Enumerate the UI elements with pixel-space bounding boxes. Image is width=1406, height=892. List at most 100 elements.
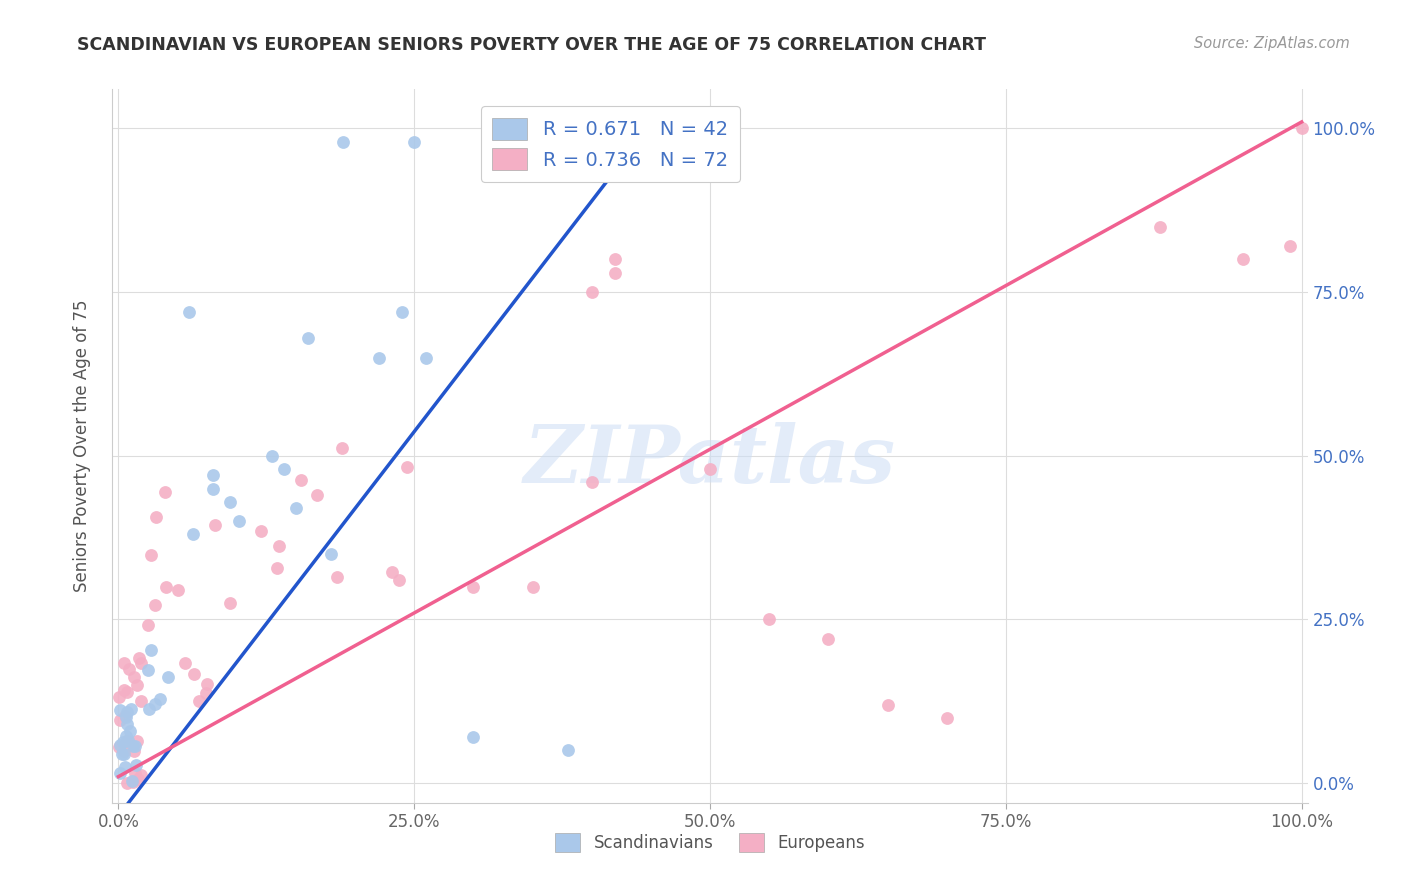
Point	[143, 698, 166, 712]
Point	[111, 747, 134, 762]
Legend: Scandinavians, Europeans: Scandinavians, Europeans	[548, 827, 872, 859]
Point	[112, 656, 135, 670]
Point	[112, 735, 135, 749]
Point	[114, 760, 136, 774]
Point	[114, 709, 136, 723]
Point	[367, 351, 389, 365]
Point	[273, 462, 295, 476]
Point	[138, 617, 160, 632]
Point	[155, 485, 177, 500]
Point	[120, 723, 142, 738]
Point	[121, 739, 143, 754]
Point	[195, 686, 218, 700]
Point	[108, 738, 131, 752]
Point	[876, 698, 898, 712]
Point	[321, 547, 343, 561]
Point	[143, 599, 166, 613]
Point	[1291, 121, 1313, 136]
Point	[297, 331, 319, 345]
Point	[183, 667, 205, 681]
Point	[167, 583, 190, 598]
Point	[605, 252, 627, 267]
Point	[391, 305, 413, 319]
Point	[124, 744, 146, 758]
Point	[463, 731, 485, 745]
Point	[145, 510, 167, 524]
Point	[156, 670, 179, 684]
Point	[1232, 252, 1254, 267]
Point	[332, 441, 354, 455]
Point	[201, 482, 224, 496]
Point	[117, 705, 139, 719]
Point	[118, 662, 141, 676]
Point	[122, 670, 145, 684]
Point	[107, 739, 129, 754]
Point	[121, 774, 143, 789]
Point	[817, 632, 839, 647]
Point	[114, 682, 136, 697]
Point	[139, 642, 162, 657]
Point	[115, 710, 138, 724]
Point	[332, 135, 354, 149]
Point	[117, 733, 139, 747]
Point	[112, 747, 135, 761]
Point	[149, 692, 172, 706]
Point	[125, 678, 148, 692]
Point	[115, 733, 138, 747]
Point	[415, 351, 437, 365]
Text: Source: ZipAtlas.com: Source: ZipAtlas.com	[1194, 36, 1350, 51]
Point	[284, 501, 307, 516]
Point	[228, 514, 250, 528]
Point	[404, 135, 426, 149]
Point	[115, 776, 138, 790]
Point	[124, 739, 146, 753]
Point	[136, 664, 159, 678]
Point	[201, 468, 224, 483]
Point	[117, 717, 139, 731]
Point	[267, 540, 290, 554]
Point	[195, 677, 218, 691]
Point	[179, 305, 201, 319]
Point	[125, 758, 148, 772]
Point	[131, 694, 153, 708]
Point	[129, 767, 152, 781]
Point	[127, 772, 149, 786]
Point	[581, 475, 603, 489]
Point	[108, 703, 131, 717]
Point	[120, 701, 142, 715]
Point	[307, 488, 329, 502]
Point	[155, 580, 177, 594]
Text: ZIPatlas: ZIPatlas	[524, 422, 896, 499]
Point	[218, 596, 240, 610]
Point	[758, 612, 780, 626]
Point	[699, 462, 721, 476]
Point	[115, 729, 138, 743]
Point	[290, 474, 312, 488]
Point	[141, 548, 163, 562]
Point	[181, 527, 204, 541]
Point	[112, 744, 135, 758]
Point	[463, 580, 485, 594]
Point	[1149, 219, 1171, 234]
Point	[1278, 239, 1301, 253]
Point	[128, 651, 150, 665]
Point	[108, 690, 131, 705]
Point	[605, 266, 627, 280]
Point	[204, 518, 226, 533]
Point	[326, 570, 349, 584]
Point	[935, 711, 957, 725]
Point	[188, 694, 211, 708]
Point	[557, 743, 579, 757]
Point	[124, 766, 146, 780]
Point	[388, 573, 411, 587]
Point	[262, 449, 284, 463]
Y-axis label: Seniors Poverty Over the Age of 75: Seniors Poverty Over the Age of 75	[73, 300, 91, 592]
Point	[395, 460, 418, 475]
Point	[522, 580, 544, 594]
Point	[219, 494, 242, 508]
Point	[125, 734, 148, 748]
Point	[174, 657, 197, 671]
Point	[108, 765, 131, 780]
Point	[129, 656, 152, 670]
Point	[381, 566, 404, 580]
